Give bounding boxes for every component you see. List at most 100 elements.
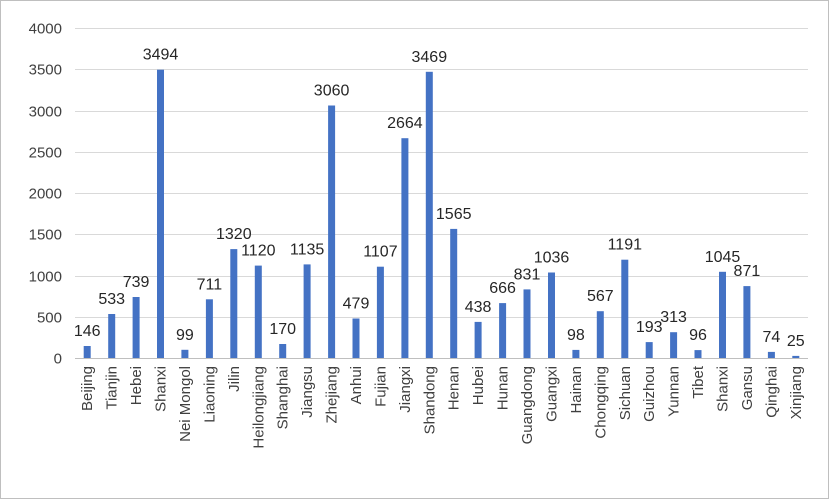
x-tick-label: Shanghai [275,366,292,429]
x-tick-label: Beijing [79,366,96,411]
data-label: 1565 [436,206,472,223]
x-tick-label: Guangdong [519,366,536,444]
data-label: 3469 [412,49,448,66]
data-label: 567 [587,288,614,305]
x-tick-label: Fujian [372,366,389,407]
y-tick-label: 0 [54,351,62,368]
bar [767,351,775,358]
data-label: 831 [514,266,541,283]
bar [694,350,702,358]
x-tick-label: Nei Mongol [177,366,194,442]
bar [792,355,800,358]
bar [254,265,262,358]
bar [132,297,140,358]
data-label: 1107 [363,244,398,261]
x-tick-label: Tibet [690,365,707,399]
bar [230,249,238,358]
x-tick-label: Guizhou [641,366,658,422]
data-label: 313 [660,309,687,326]
x-tick-label: Shandong [421,366,438,434]
bar [83,346,91,358]
x-tick-label: Gansu [739,366,756,410]
x-tick-label: Hunan [495,366,512,410]
bar [548,272,555,358]
x-tick-label: Xinjiang [788,366,805,419]
y-tick-label: 3000 [29,104,62,121]
bar [596,311,604,358]
bar [572,349,580,358]
data-label: 1045 [705,249,741,266]
data-label: 3060 [314,83,350,100]
x-tick-label: Qinghai [763,366,780,418]
bar [352,318,360,358]
y-tick-label: 500 [37,310,62,327]
data-label: 739 [123,274,150,291]
data-label: 1135 [290,241,325,258]
x-tick-label: Sichuan [617,366,634,420]
y-tick-label: 2500 [29,145,62,162]
bar [401,138,409,358]
bar [108,314,116,358]
x-tick-label: Jiangsu [299,366,316,418]
x-tick-label: Hubei [470,366,487,405]
x-tick-label: Heilongjiang [250,366,267,449]
data-label: 170 [269,321,296,338]
data-label: 1036 [534,250,570,267]
x-axis-ticks: Beijing Tianjin Hebei Shanxi Nei Mongol Liaon… [79,365,805,448]
bar [523,289,531,358]
x-tick-label: Tianjin [104,366,121,410]
data-label: 479 [343,296,370,313]
data-label: 98 [567,327,585,344]
bar [621,259,629,358]
x-tick-label: Anhui [348,366,365,404]
bar [328,105,336,358]
x-tick-label: Yunnan [666,366,683,417]
data-label: 711 [197,276,223,293]
x-tick-label: Chongqing [592,366,609,439]
x-tick-label: Hebei [128,366,145,405]
bar [450,228,458,358]
x-tick-label: Hainan [568,366,585,414]
x-tick-label: Liaoning [201,366,218,423]
data-label: 666 [489,280,516,297]
bar [719,271,726,358]
x-tick-label: Henan [446,366,463,410]
bar [499,303,507,358]
bar [376,266,384,358]
bar [205,299,213,358]
bar [157,69,164,358]
data-label: 193 [636,319,663,336]
y-tick-label: 1500 [29,227,62,244]
data-label: 1191 [608,237,643,254]
bar [743,286,751,358]
y-axis-ticks: 0 500 1000 1500 2000 2500 3000 3500 4000 [29,21,62,368]
bar [670,332,678,358]
data-label: 871 [734,263,761,280]
x-tick-label: Guangxi [544,366,561,422]
x-tick-label: Shanxi [715,366,732,412]
bar [279,344,287,358]
data-label: 1320 [216,226,252,243]
x-tick-label: Jiangxi [397,366,414,413]
data-label: 99 [176,327,194,344]
data-label: 25 [787,333,805,350]
bar [303,264,311,358]
data-label: 74 [763,329,781,346]
data-label: 2664 [387,115,423,132]
bars [83,69,800,359]
bar [425,71,433,359]
x-tick-label: Shanxi [153,366,170,412]
y-tick-label: 3500 [29,62,62,79]
bar [645,342,653,358]
data-label: 438 [465,299,492,316]
data-label: 146 [74,323,101,340]
data-label: 3494 [143,47,179,64]
x-tick-label: Jilin [226,366,243,392]
bar [474,321,482,358]
data-label: 533 [98,291,125,308]
data-label: 1120 [241,243,276,260]
gridlines [75,28,808,359]
